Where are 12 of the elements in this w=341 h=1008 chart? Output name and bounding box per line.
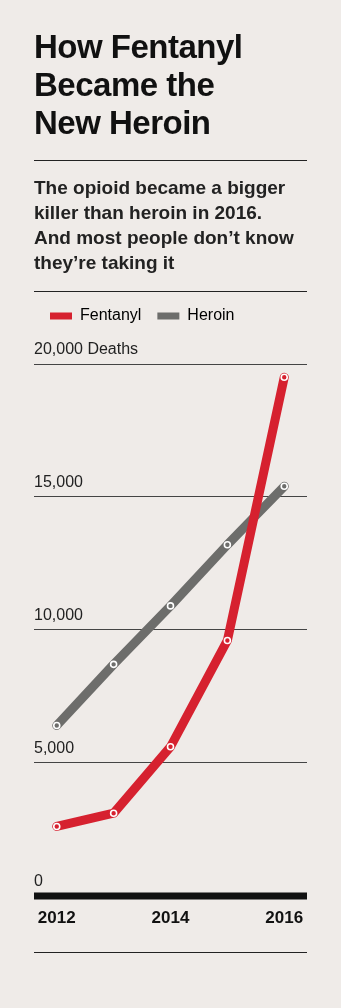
y-tick-label: 0 xyxy=(34,872,43,890)
x-tick-label: 2014 xyxy=(151,908,190,928)
legend-label: Heroin xyxy=(187,306,235,324)
chart-title: How Fentanyl Became the New Heroin xyxy=(34,28,244,142)
x-tick-label: 2012 xyxy=(37,908,76,928)
y-tick-label: 5,000 xyxy=(34,739,75,757)
x-tick-label: 2016 xyxy=(265,908,304,928)
legend-label: Fentanyl xyxy=(80,306,142,324)
y-tick-label: 10,000 xyxy=(34,606,84,624)
y-tick-label: 20,000 Deaths xyxy=(34,340,139,358)
chart-subtitle: The opioid became a bigger killer than heroin in 2016. And most people don’t know they’re taking it xyxy=(34,176,295,275)
y-tick-label: 15,000 xyxy=(34,473,84,491)
